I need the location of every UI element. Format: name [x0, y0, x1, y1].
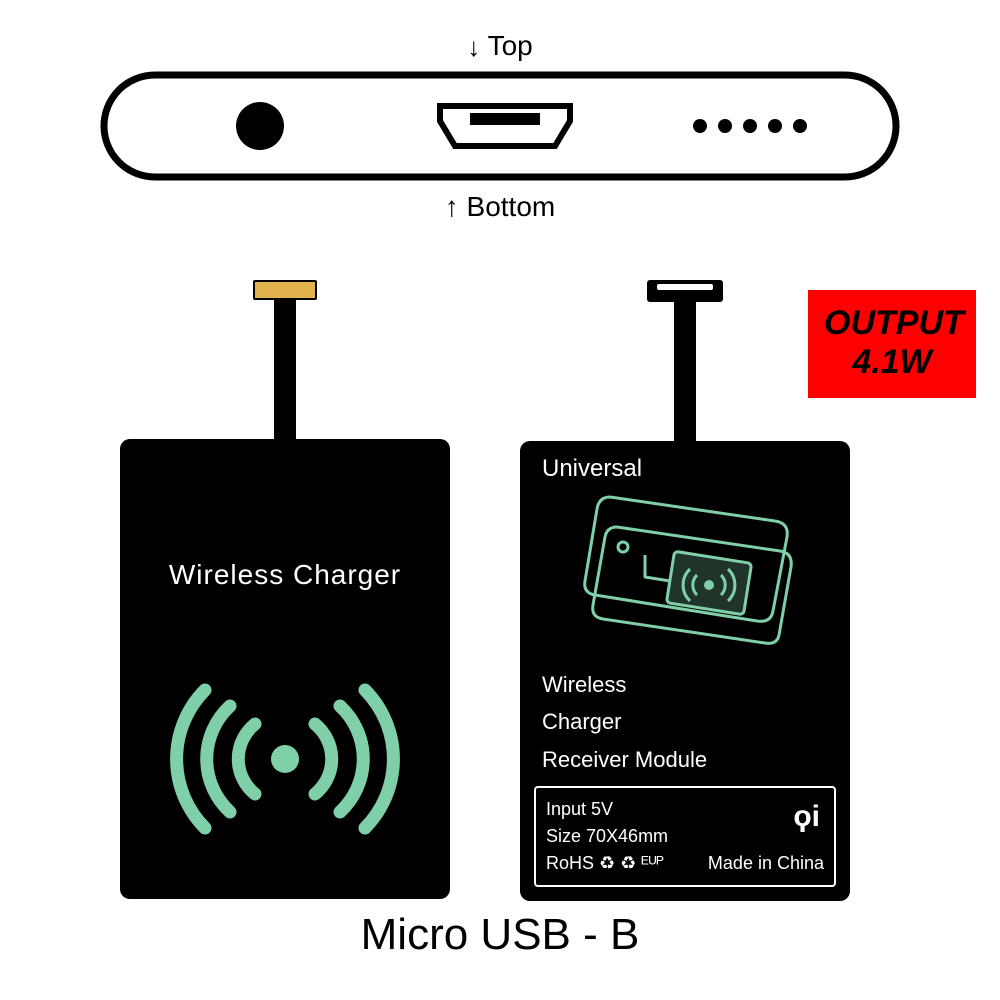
spec-made: Made in China [708, 850, 824, 877]
bottom-label-row: ↑ Bottom [50, 191, 950, 223]
product-title: Micro USB - B [0, 910, 1000, 960]
universal-label: Universal [542, 455, 642, 483]
connector-stem-right [674, 301, 696, 441]
top-label: Top [488, 30, 533, 61]
card-left: Wireless Charger [120, 439, 450, 899]
spec-size: Size 70X46mm [546, 823, 824, 850]
spec-rohs: RoHS ♻ ♻ ᴱᵁᴾ [546, 850, 664, 877]
bottom-label: Bottom [467, 191, 556, 222]
spec-box: ϙi Input 5V Size 70X46mm RoHS ♻ ♻ ᴱᵁᴾ Ma… [534, 786, 836, 887]
info-line-receiver: Receiver Module [542, 741, 707, 778]
phone-receiver-diagram-icon [575, 491, 795, 646]
connector-stem-left [274, 299, 296, 439]
card-right-wrap: Universal [505, 280, 865, 901]
card-right-info: Wireless Charger Receiver Module [542, 666, 707, 778]
spec-input: Input 5V [546, 796, 824, 823]
card-right: Universal [520, 441, 850, 901]
arrow-down-icon: ↓ [467, 32, 480, 62]
receiver-cards-row: Wireless Charger [50, 280, 920, 901]
top-label-row: ↓ Top [50, 30, 950, 63]
info-line-charger: Charger [542, 703, 707, 740]
phone-port-illustration: ↓ Top ↑ Bottom [50, 30, 950, 223]
arrow-up-icon: ↑ [445, 191, 459, 222]
phone-bottom-edge [100, 71, 900, 181]
info-line-wireless: Wireless [542, 666, 707, 703]
wireless-signal-icon [165, 674, 405, 849]
connector-black-icon [647, 280, 723, 302]
card-left-wrap: Wireless Charger [105, 280, 465, 901]
connector-gold-icon [253, 280, 317, 300]
card-left-title: Wireless Charger [120, 559, 450, 591]
qi-logo-icon: ϙi [793, 794, 820, 839]
